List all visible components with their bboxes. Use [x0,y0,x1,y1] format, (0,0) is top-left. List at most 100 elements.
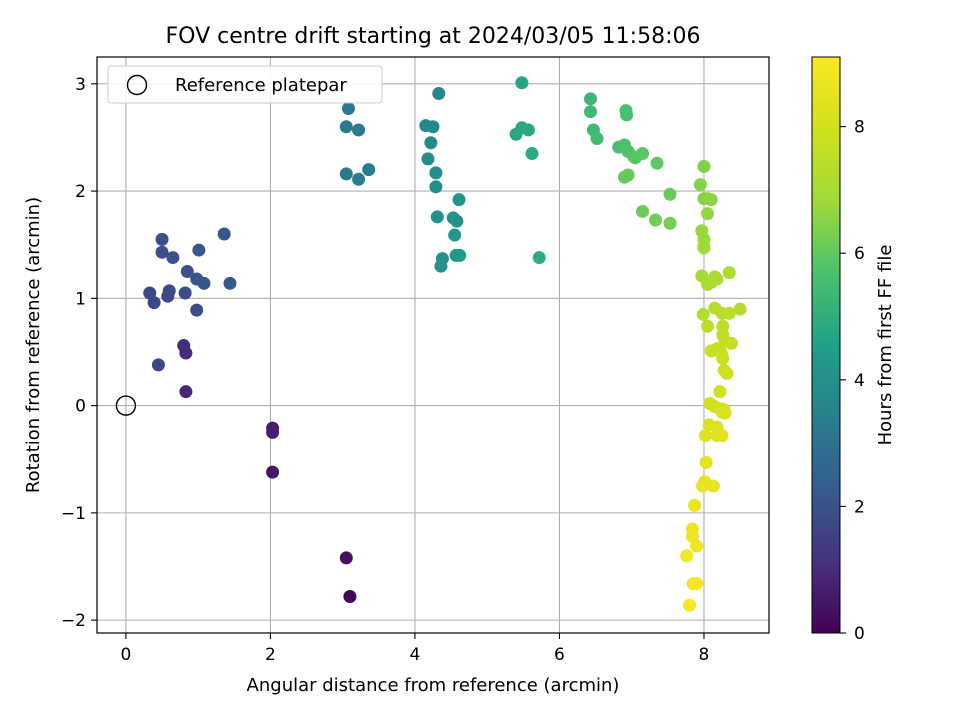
data-point [339,551,353,565]
colorbar-frame [811,56,841,634]
data-point [680,549,694,563]
data-point [352,123,366,137]
data-point [179,385,193,399]
data-point [690,577,704,591]
colorbar-ticks: 0 2 4 6 8 [840,118,865,644]
data-point [266,421,280,435]
data-point [690,539,704,553]
x-tick-label: 0 [120,645,131,665]
x-tick-label: 2 [265,645,276,665]
legend: Reference platepar [107,65,383,104]
data-point [698,429,712,443]
colorbar-tick-label: 4 [854,371,865,391]
data-point [217,227,231,241]
data-point [515,76,529,90]
data-point [724,336,738,350]
data-point [155,245,169,259]
data-point [166,251,180,265]
data-point [339,167,353,181]
data-point [197,276,211,290]
y-tick-label: 1 [75,289,86,309]
data-point [636,147,650,161]
legend-label: Reference platepar [175,75,347,96]
colorbar-tick-label: 6 [854,244,865,264]
colorbar: 0 2 4 6 8 Hours from first FF file [811,56,896,644]
data-point [362,163,376,177]
data-point [429,180,443,194]
data-point [715,405,729,419]
data-point [663,216,677,230]
data-point [434,259,448,273]
data-point [178,286,192,300]
x-tick-label: 4 [410,645,421,665]
data-point [722,266,736,280]
data-point [430,210,444,224]
y-axis-label: Rotation from reference (arcmin) [23,197,44,493]
colorbar-gradient [812,57,840,633]
data-point [341,101,355,115]
data-point [177,339,191,353]
data-point [720,366,734,380]
data-point [701,207,715,221]
data-point [190,303,204,317]
plot-frame [96,56,770,634]
data-point [710,272,724,286]
data-point [706,479,720,493]
data-point [693,178,707,192]
data-point [151,358,165,372]
data-point [525,147,539,161]
colorbar-tick-label: 8 [854,118,865,138]
data-point [223,276,237,290]
data-point [162,284,176,298]
data-point [192,243,206,257]
y-tick-label: 3 [75,75,86,95]
data-point [590,132,604,146]
data-point [352,172,366,186]
data-point [704,193,718,207]
data-point [649,213,663,227]
data-point [429,166,443,180]
data-point [426,120,440,134]
y-tick-label: −2 [61,611,86,631]
data-point [343,590,357,604]
data-point [650,156,664,170]
data-point [697,241,711,255]
y-tick-label: −1 [61,504,86,524]
data-point [147,296,161,310]
data-point [699,455,713,469]
colorbar-tick-label: 2 [854,497,865,517]
chart-title: FOV centre drift starting at 2024/03/05 … [166,24,701,49]
data-point [521,123,535,137]
data-point [696,479,710,493]
data-point [448,228,462,242]
data-point [584,92,598,106]
data-point [715,429,729,443]
data-point [733,302,747,316]
x-axis-ticks: 0 2 4 6 8 [120,633,709,665]
x-tick-label: 8 [699,645,710,665]
data-point [683,598,697,612]
data-point [713,385,727,399]
data-point [621,168,635,182]
data-point [432,86,446,100]
data-point [636,204,650,218]
data-point [155,232,169,246]
x-axis-label: Angular distance from reference (arcmin) [247,675,620,696]
legend-box [107,65,383,104]
data-point [453,248,467,262]
data-point [424,136,438,150]
data-point [701,319,715,333]
data-point [696,307,710,321]
y-axis-ticks: −2 −1 0 1 2 3 [61,75,97,631]
x-tick-label: 6 [554,645,565,665]
data-point [450,214,464,228]
y-tick-label: 0 [75,397,86,417]
data-point [452,193,466,207]
data-point [339,120,353,134]
data-point [663,187,677,201]
data-point [421,152,435,166]
data-point [532,251,546,265]
data-point [180,265,194,279]
data-point [716,351,730,365]
